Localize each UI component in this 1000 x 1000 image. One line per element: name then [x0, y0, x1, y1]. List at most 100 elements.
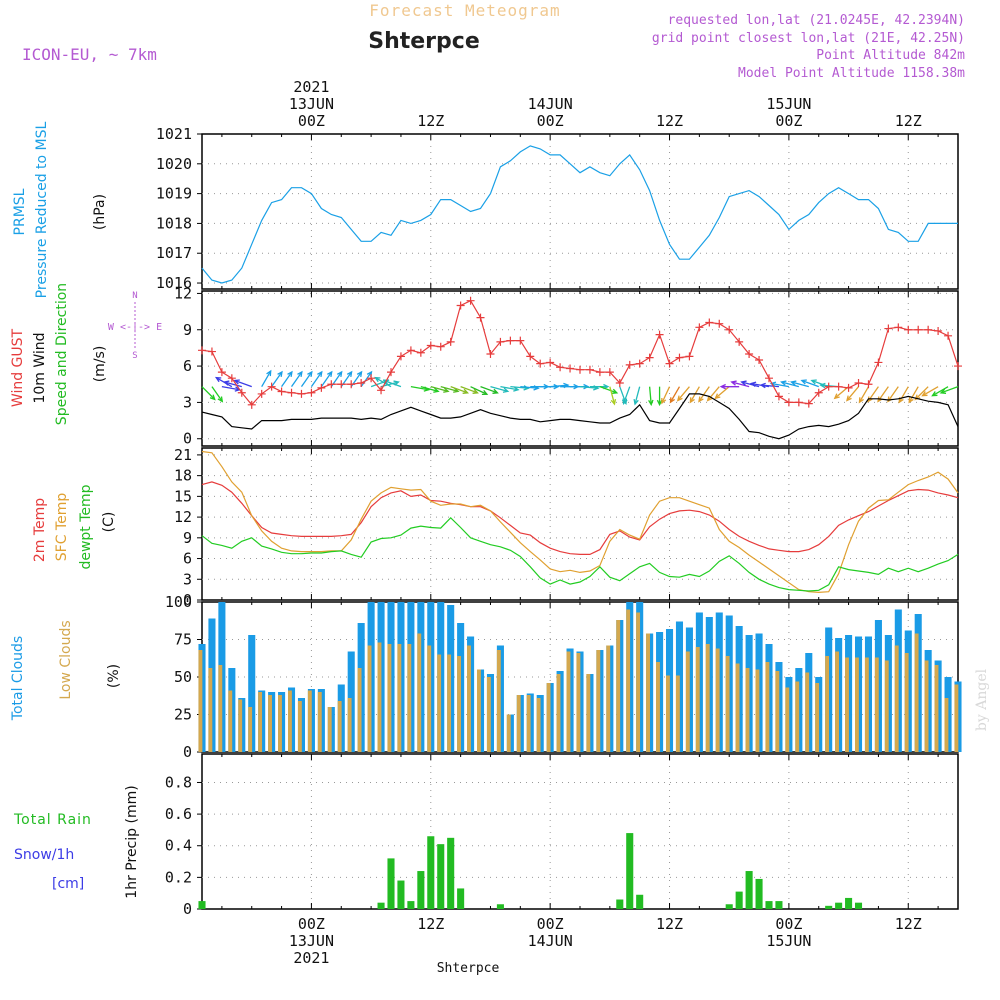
- low-cloud-bar: [705, 644, 710, 752]
- wind-arrow-head: [233, 379, 240, 385]
- wind-arrow-shaft: [310, 371, 323, 388]
- rain-bar: [765, 901, 773, 909]
- rain-bar: [725, 904, 733, 909]
- temp-label-dewpt: dewpt Temp: [78, 484, 94, 569]
- gust-marker: [307, 388, 316, 397]
- wind-arrow-head: [730, 380, 737, 386]
- wind-arrow: [648, 386, 654, 407]
- wind-arrow-head: [382, 379, 390, 385]
- top-tick-label: 2021: [293, 78, 329, 96]
- bottom-location: Shterpce: [437, 961, 500, 976]
- gust-marker: [645, 353, 654, 362]
- low-cloud-bar: [198, 650, 203, 752]
- gust-marker: [735, 337, 744, 346]
- low-cloud-bar: [447, 654, 452, 752]
- wind-arrow-head: [217, 396, 224, 403]
- gust-marker: [914, 325, 923, 334]
- low-cloud-bar: [805, 672, 810, 752]
- low-cloud-bar: [626, 609, 631, 752]
- bottom-tick-label: 12Z: [417, 915, 444, 933]
- wind-arrow-head: [921, 391, 928, 397]
- low-cloud-bar: [954, 684, 959, 752]
- wind-arrow-shaft: [932, 386, 949, 397]
- precip-label-cm: [cm]: [52, 876, 84, 892]
- rain-bar: [397, 880, 405, 909]
- gust-marker: [237, 388, 246, 397]
- gust-marker: [516, 336, 525, 345]
- gust-marker: [605, 368, 614, 377]
- wind-arrow-head: [656, 399, 663, 407]
- top-tick-label: 00Z: [537, 112, 564, 130]
- wind-arrow-shaft: [490, 386, 509, 392]
- panel-temperature: 0 3 6 9 12 15 18 21: [174, 446, 959, 609]
- location-title: Shterpce: [368, 29, 480, 54]
- wind-arrow-shaft: [290, 371, 303, 388]
- top-tick-label: 12Z: [417, 112, 444, 130]
- cloud-panel-labels: Total Clouds Low Clouds (%): [10, 620, 122, 721]
- gust-marker: [625, 360, 634, 369]
- gust-marker: [347, 380, 356, 389]
- low-cloud-bar: [616, 620, 621, 752]
- gust-marker: [496, 337, 505, 346]
- wind-arrow-head: [858, 397, 864, 404]
- wind-arrow-shaft: [898, 386, 909, 403]
- watermark: by Angel: [974, 668, 990, 731]
- wind-ytick-label: 9: [183, 321, 192, 339]
- gust-marker: [954, 362, 962, 371]
- rain-bar: [198, 901, 206, 909]
- rain-bar: [496, 904, 504, 909]
- gust-marker: [406, 346, 415, 355]
- wind-arrow-head: [648, 399, 654, 407]
- wind-arrow-shaft: [383, 379, 402, 388]
- low-cloud-bar: [437, 654, 442, 752]
- low-cloud-bar: [467, 645, 471, 752]
- low-cloud-bar: [715, 648, 720, 752]
- wind-arrow: [374, 376, 392, 388]
- wind-arrow-shaft: [520, 386, 539, 389]
- wind-arrow: [706, 386, 720, 402]
- wind-arrow-head: [287, 370, 293, 377]
- gust-marker: [207, 347, 216, 356]
- wind-arrow: [211, 386, 224, 403]
- wind-arrow: [676, 386, 690, 402]
- wind-arrow-head: [780, 380, 787, 386]
- wind-arrow-head: [759, 382, 766, 389]
- temp-unit: (C): [101, 512, 117, 533]
- low-cloud-bar: [845, 657, 849, 752]
- top-tick-label: 15JUN: [766, 95, 811, 113]
- gust-marker: [814, 388, 823, 397]
- low-cloud-bar: [278, 695, 282, 752]
- clouds-ytick-label: 25: [174, 706, 192, 724]
- wind-arrow-shaft: [908, 386, 919, 403]
- wind-arrow-head: [698, 396, 704, 403]
- top-tick-label: 00Z: [775, 112, 802, 130]
- precip-frame: [201, 753, 959, 910]
- gust-marker: [466, 296, 475, 305]
- gust-marker: [476, 313, 485, 322]
- low-cloud-bar: [656, 662, 660, 752]
- wind-arrow-head: [443, 387, 450, 393]
- rain-bar: [775, 901, 783, 909]
- gust-marker: [924, 325, 933, 334]
- rain-bar: [447, 837, 455, 909]
- pressure-ytick-label: 1020: [156, 155, 192, 173]
- wind-arrow: [222, 380, 242, 388]
- clouds-ytick-label: 75: [174, 631, 192, 649]
- wind-arrow-head: [317, 370, 323, 377]
- wind-arrow-shaft: [669, 386, 681, 403]
- gust-marker: [874, 358, 883, 367]
- gust-marker: [556, 363, 565, 372]
- wind-unit: (m/s): [92, 346, 108, 383]
- low-cloud-bar: [248, 707, 253, 752]
- wind-label-gust: Wind GUST: [10, 328, 26, 407]
- low-cloud-bar: [327, 707, 332, 752]
- wind-arrow-shaft: [300, 371, 313, 388]
- pressure-unit: (hPa): [92, 194, 108, 230]
- low-cloud-bar: [526, 695, 531, 752]
- gust-marker: [824, 382, 833, 391]
- series-dewpt-temp: [201, 516, 959, 592]
- top-tick-label: 14JUN: [528, 95, 573, 113]
- low-cloud-bar: [208, 668, 213, 752]
- wind-arrow-shaft: [858, 386, 870, 403]
